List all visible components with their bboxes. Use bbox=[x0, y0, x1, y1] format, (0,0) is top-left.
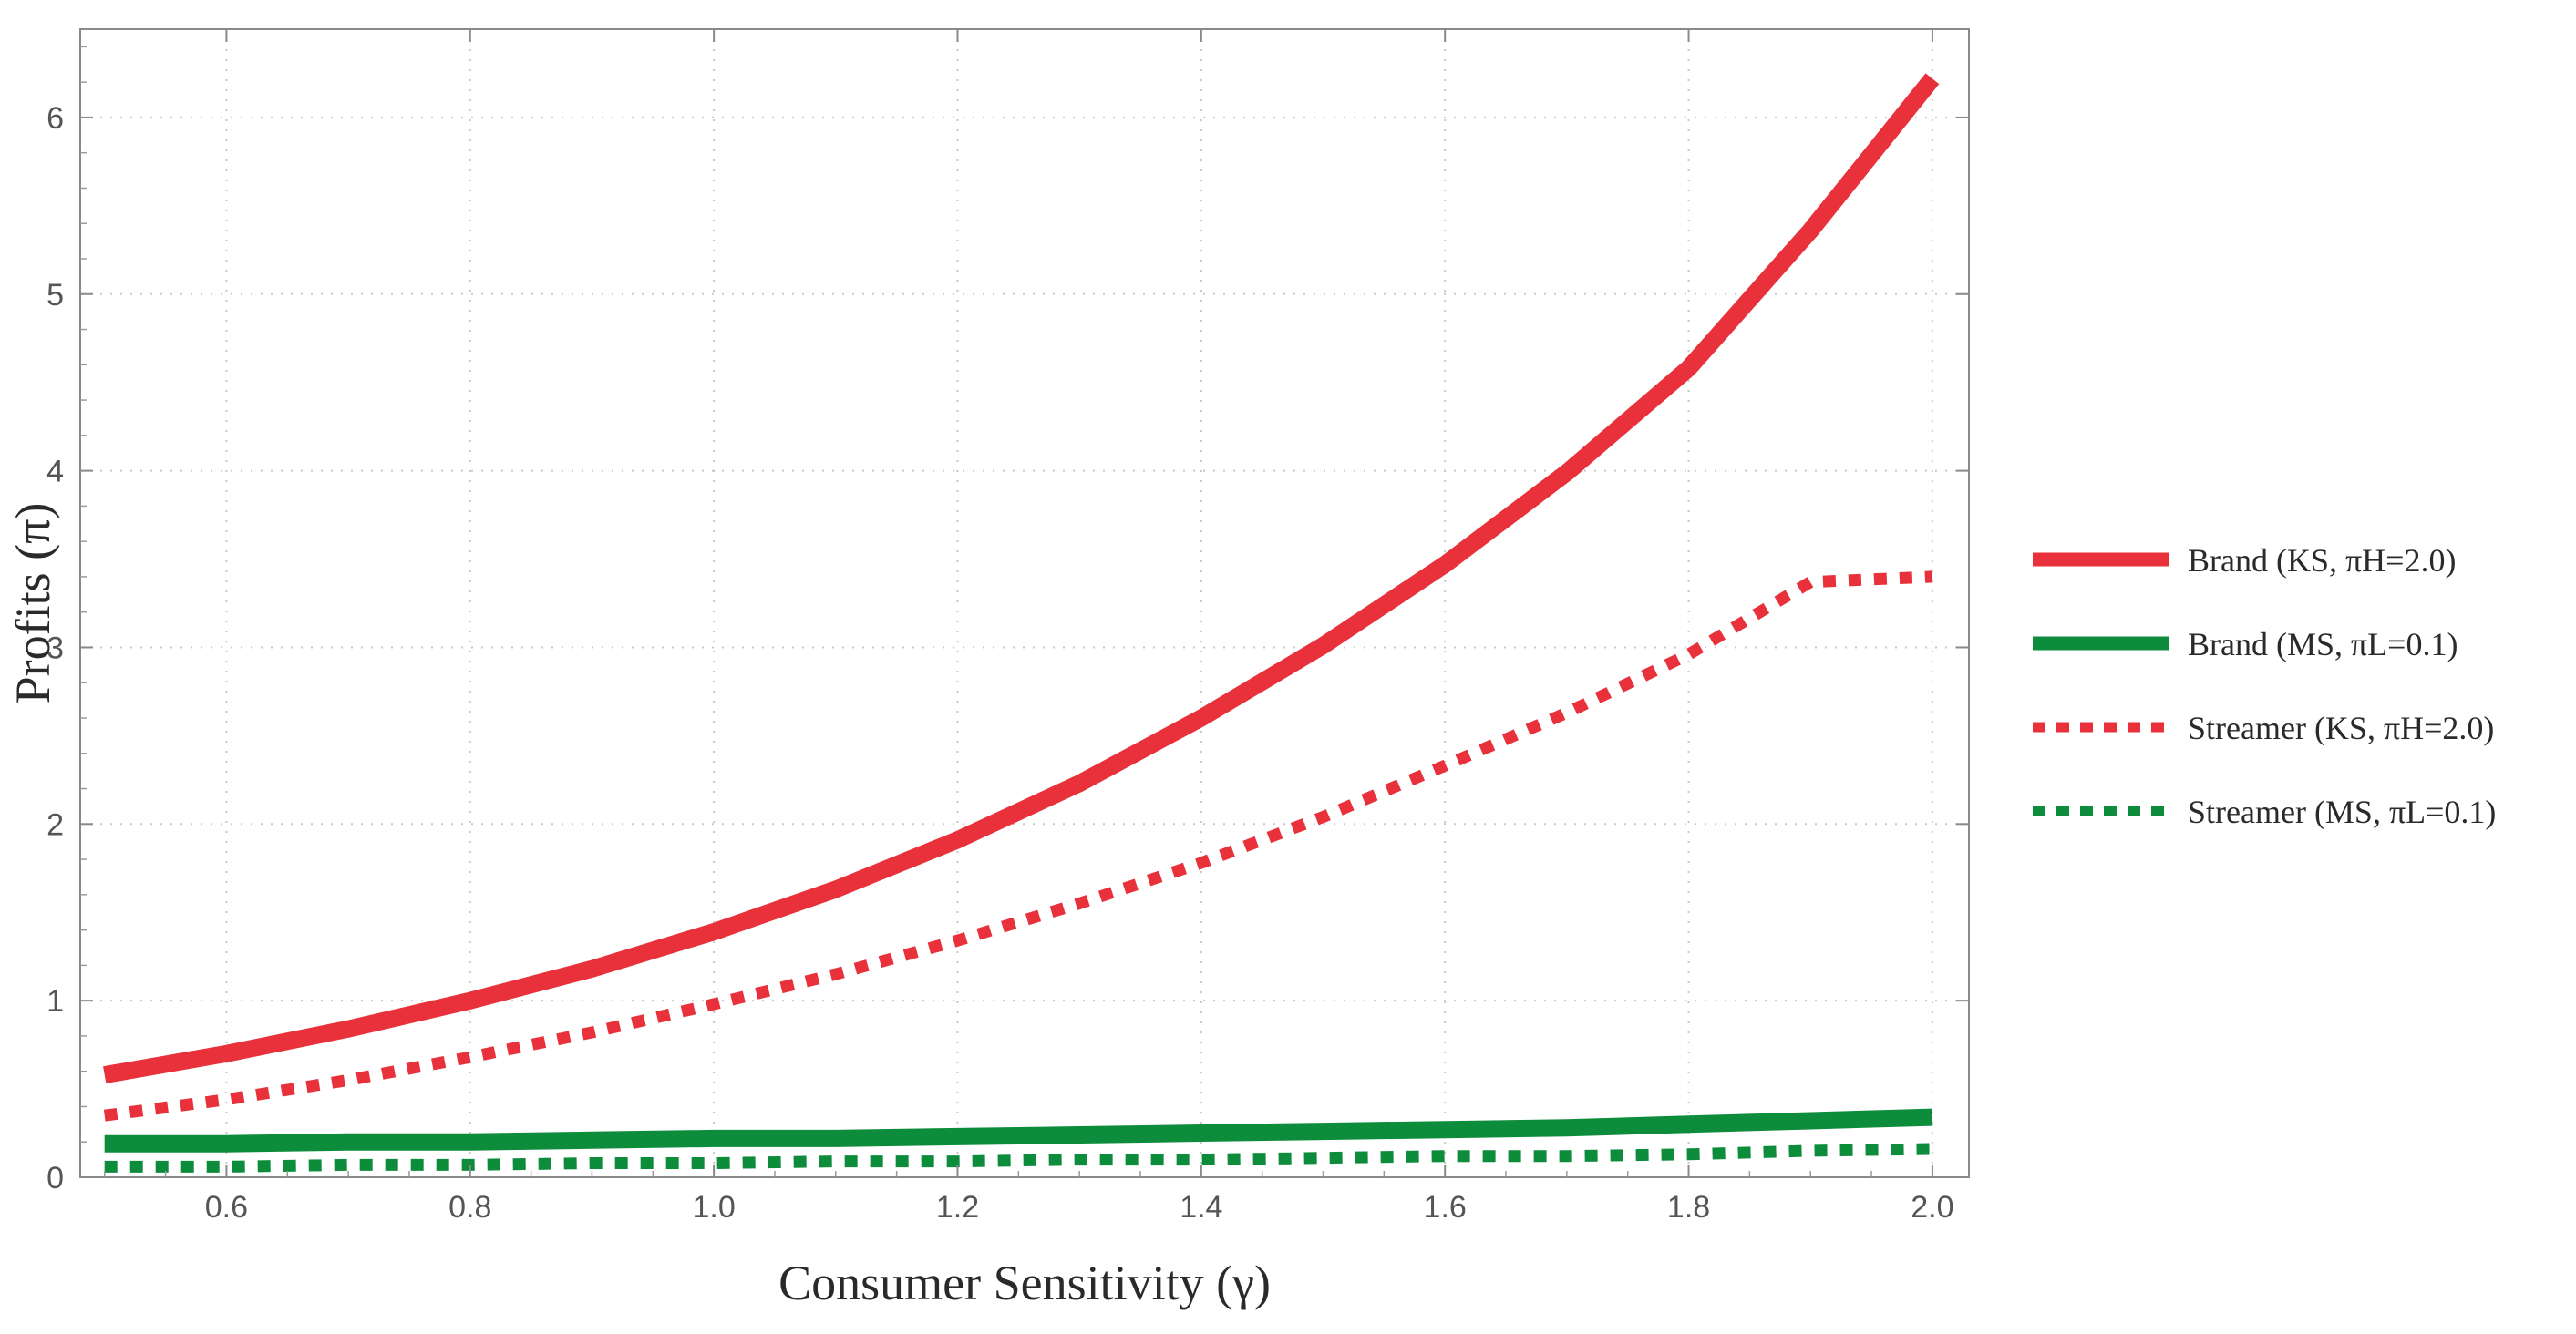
grid-lines bbox=[80, 29, 1969, 1177]
x-tick-label: 1.0 bbox=[692, 1190, 735, 1225]
x-tick-label: 1.2 bbox=[936, 1190, 979, 1225]
y-tick-label: 6 bbox=[46, 101, 64, 136]
x-axis-title: Consumer Sensitivity (γ) bbox=[778, 1256, 1271, 1310]
series-line-2 bbox=[103, 570, 1933, 1122]
x-tick-label: 1.4 bbox=[1180, 1190, 1222, 1225]
y-tick-label: 0 bbox=[46, 1161, 64, 1195]
legend-label-1: Brand (MS, πL=0.1) bbox=[2188, 626, 2458, 662]
y-tick-label: 2 bbox=[46, 807, 64, 842]
legend-label-2: Streamer (KS, πH=2.0) bbox=[2188, 710, 2494, 746]
series-line-1 bbox=[104, 1108, 1933, 1153]
x-tick-label: 2.0 bbox=[1911, 1190, 1953, 1225]
y-tick-label: 5 bbox=[46, 278, 64, 313]
legend-label-0: Brand (KS, πH=2.0) bbox=[2188, 542, 2456, 579]
x-tick-label: 1.8 bbox=[1667, 1190, 1710, 1225]
y-axis-title: Profits (π) bbox=[5, 503, 60, 704]
y-tick-label: 4 bbox=[46, 455, 64, 489]
legend: Brand (KS, πH=2.0) Brand (MS, πL=0.1) Stre… bbox=[2033, 542, 2496, 830]
plot-frame bbox=[79, 28, 1970, 1178]
x-tick-label: 1.6 bbox=[1424, 1190, 1467, 1225]
x-tick-label: 0.8 bbox=[448, 1190, 491, 1225]
y-tick-label: 1 bbox=[46, 984, 64, 1019]
series-lines bbox=[103, 73, 1940, 1173]
x-tick-label: 0.6 bbox=[205, 1190, 248, 1225]
y-tick-label: 3 bbox=[46, 631, 64, 665]
legend-label-3: Streamer (MS, πL=0.1) bbox=[2188, 794, 2496, 830]
series-line-0 bbox=[103, 73, 1940, 1083]
axis-ticks: 0.6 0.8 1.0 1.2 1.4 1.6 1.8 2.0 0 1 2 3 4 5 6 bbox=[46, 29, 1969, 1225]
